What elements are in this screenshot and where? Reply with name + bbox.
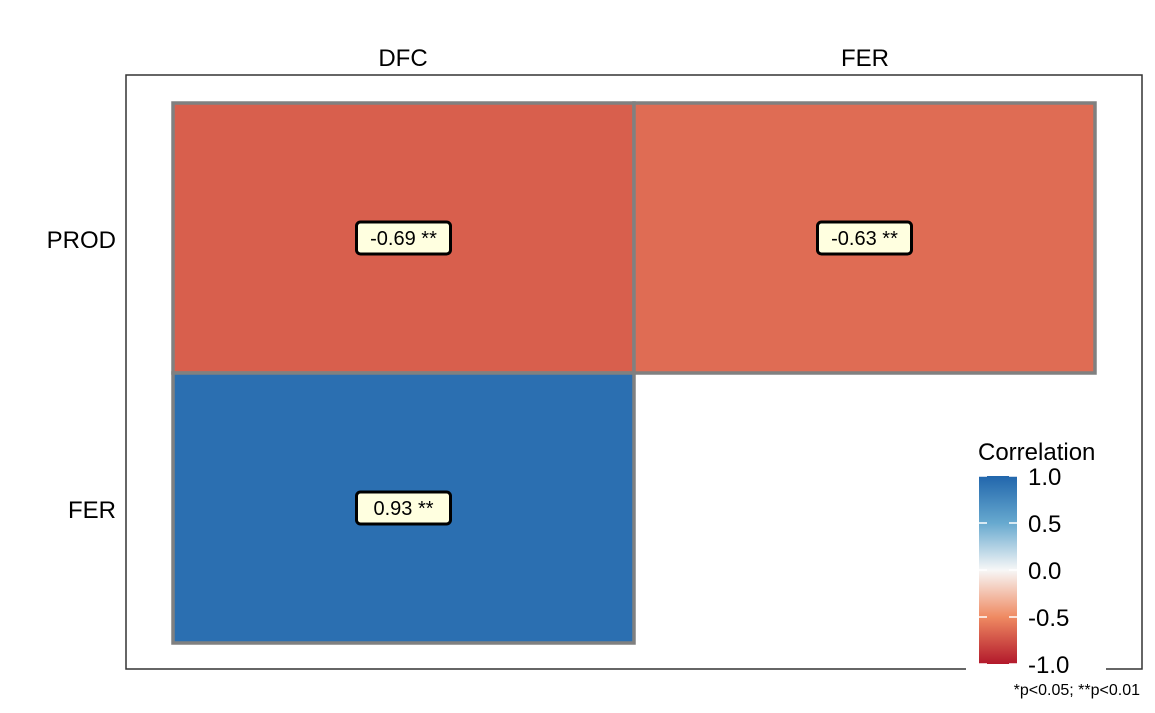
cell-value-label-prod-fer: -0.63 **	[831, 228, 898, 250]
heatmap-cells: -0.69 ** -0.63 ** 0.93 **	[171, 101, 1097, 645]
panel-border	[125, 74, 1143, 670]
legend-tick-label: -0.5	[1028, 605, 1069, 632]
legend-title: Correlation	[978, 439, 1095, 466]
column-label-dfc: DFC	[378, 45, 427, 72]
heatmap-cell-prod-dfc	[171, 101, 636, 375]
legend-tick-label: -1.0	[1028, 652, 1069, 679]
row-label-prod: PROD	[47, 227, 116, 254]
cell-label-box-fer-dfc	[355, 490, 452, 526]
legend-tick-label: 1.0	[1028, 464, 1061, 491]
legend: Correlation 1.0 0.5 0.0 -0.5 -1.0	[966, 438, 1106, 679]
legend-tick-label: 0.0	[1028, 558, 1061, 585]
significance-note: *p<0.05; **p<0.01	[1014, 682, 1140, 699]
cell-label-box-prod-dfc	[355, 220, 452, 256]
cell-label-box-prod-fer	[816, 220, 913, 256]
column-label-fer: FER	[841, 45, 889, 72]
legend-tick-label: 0.5	[1028, 511, 1061, 538]
cell-value-label-prod-dfc: -0.69 **	[370, 228, 437, 250]
cell-value-label-fer-dfc: 0.93 **	[373, 498, 433, 520]
row-label-fer: FER	[68, 497, 116, 524]
